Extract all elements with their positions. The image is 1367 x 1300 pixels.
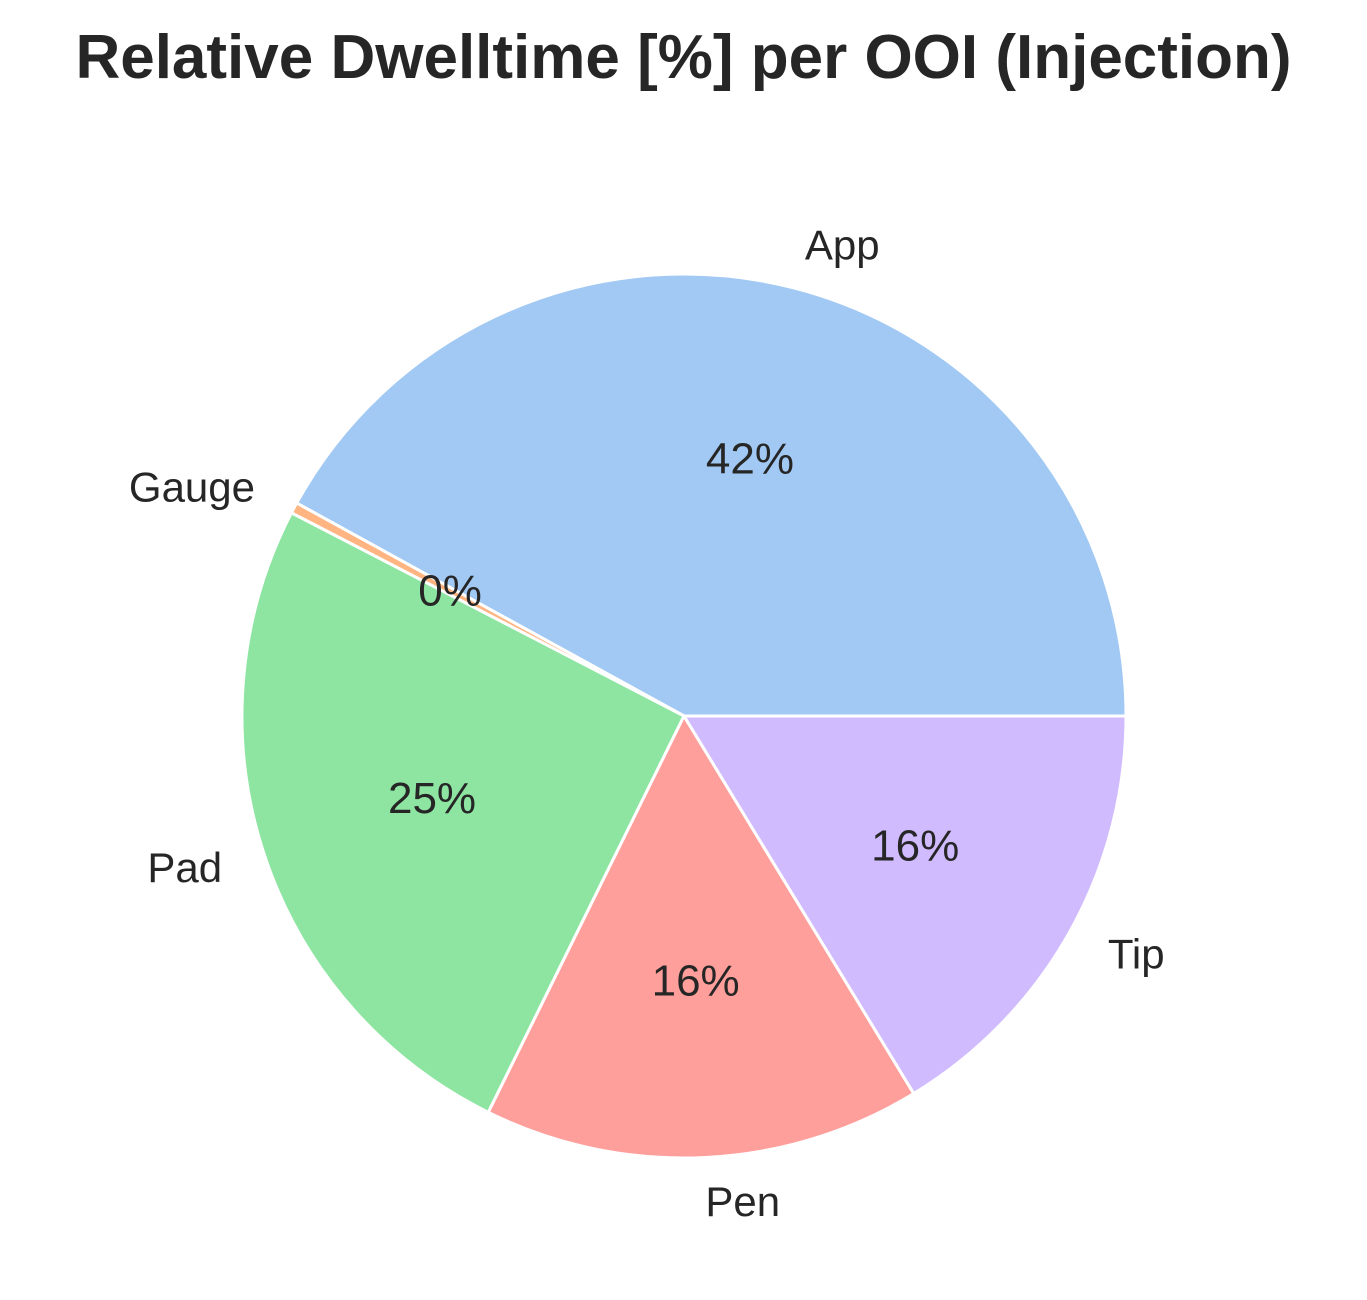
- slice-percent-gauge: 0%: [418, 567, 482, 616]
- chart-title: Relative Dwelltime [%] per OOI (Injectio…: [75, 23, 1292, 92]
- slice-label-pen: Pen: [705, 1178, 780, 1225]
- slice-label-gauge: Gauge: [129, 464, 255, 511]
- slice-percent-pen: 16%: [652, 956, 740, 1005]
- pie-slices: [240, 272, 1128, 1160]
- pie-slice-pad: [240, 511, 686, 1114]
- pie-slice-app: [295, 272, 1128, 718]
- slice-label-pad: Pad: [147, 844, 222, 891]
- pie-slice-pen: [486, 714, 916, 1160]
- slice-percent-app: 42%: [706, 435, 794, 484]
- slice-percent-pad: 25%: [388, 774, 476, 823]
- slice-label-app: App: [805, 222, 880, 269]
- pie-labels: App 42% Gauge 0% Pad 25% Pen 16% Tip 16%: [129, 222, 1165, 1226]
- pie-slice-tip: [682, 714, 1128, 1096]
- slice-percent-tip: 16%: [871, 821, 959, 870]
- slice-label-tip: Tip: [1108, 931, 1165, 978]
